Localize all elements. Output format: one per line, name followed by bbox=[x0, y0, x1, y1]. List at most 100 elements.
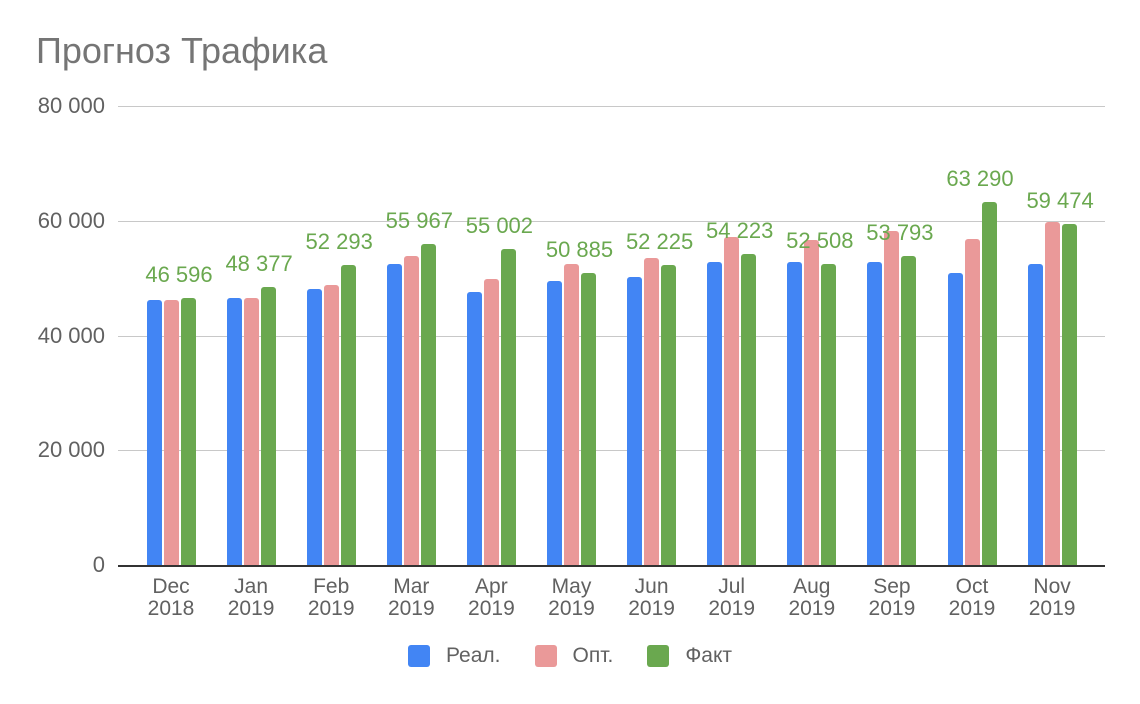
x-tick-month: May bbox=[551, 575, 592, 598]
x-tick-month: Jul bbox=[718, 575, 746, 598]
bar-opt[interactable] bbox=[884, 231, 900, 565]
bar-fact[interactable] bbox=[661, 265, 677, 565]
bar-fact[interactable] bbox=[981, 201, 997, 565]
x-axis-line bbox=[118, 565, 1105, 567]
bar-real[interactable] bbox=[947, 272, 963, 565]
bar-opt[interactable] bbox=[323, 285, 339, 565]
bar-real[interactable] bbox=[386, 263, 402, 565]
y-tick-label: 80 000 bbox=[37, 93, 105, 118]
legend-swatch-icon bbox=[647, 645, 670, 667]
legend-swatch-icon bbox=[534, 645, 557, 667]
chart-title: Прогноз Трафика bbox=[36, 30, 328, 71]
legend-label: Факт bbox=[685, 644, 733, 667]
data-label: 48 377 bbox=[225, 251, 293, 277]
gridline bbox=[118, 220, 1105, 222]
x-tick-label: Jun 2019 bbox=[628, 576, 675, 620]
x-tick-year: 2018 bbox=[147, 597, 195, 620]
bar-opt[interactable] bbox=[804, 240, 820, 565]
x-tick-label: Aug 2019 bbox=[788, 576, 835, 620]
x-tick-month: Apr bbox=[475, 575, 508, 598]
y-tick-label: 20 000 bbox=[37, 437, 105, 463]
bar-fact[interactable] bbox=[901, 256, 917, 565]
y-tick-label: 0 bbox=[92, 552, 105, 577]
x-tick-month: Nov bbox=[1033, 575, 1071, 598]
y-tick-label: 40 000 bbox=[37, 322, 105, 348]
x-tick-month: Oct bbox=[955, 575, 989, 598]
x-tick-label: Jul 2019 bbox=[708, 576, 755, 620]
x-tick-year: 2019 bbox=[708, 597, 756, 620]
bar-opt[interactable] bbox=[163, 299, 179, 565]
legend-label: Опт. bbox=[572, 644, 614, 667]
bar-opt[interactable] bbox=[644, 258, 660, 565]
x-tick-year: 2019 bbox=[1028, 597, 1076, 620]
x-tick-year: 2019 bbox=[227, 597, 275, 620]
data-label: 63 290 bbox=[946, 165, 1014, 191]
data-label: 53 793 bbox=[866, 220, 934, 246]
y-tick-label: 60 000 bbox=[37, 207, 105, 233]
bar-real[interactable] bbox=[466, 291, 482, 565]
bar-opt[interactable] bbox=[403, 255, 419, 565]
legend-item[interactable]: Опт. bbox=[534, 644, 614, 668]
bar-real[interactable] bbox=[547, 280, 562, 565]
x-tick-label: May 2019 bbox=[548, 576, 595, 620]
x-tick-year: 2019 bbox=[948, 597, 996, 620]
x-tick-month: Jan bbox=[234, 575, 269, 598]
bar-fact[interactable] bbox=[581, 273, 596, 565]
bar-fact[interactable] bbox=[180, 297, 196, 565]
bar-fact[interactable] bbox=[420, 243, 436, 565]
x-tick-label: Oct 2019 bbox=[949, 576, 996, 620]
x-tick-month: Aug bbox=[793, 575, 831, 598]
legend-item[interactable]: Реал. bbox=[407, 644, 501, 668]
x-tick-year: 2019 bbox=[468, 597, 515, 620]
data-label: 55 967 bbox=[385, 207, 453, 233]
legend-swatch-icon bbox=[407, 645, 430, 667]
x-tick-label: Jan 2019 bbox=[228, 576, 275, 620]
legend-item[interactable]: Факт bbox=[647, 644, 732, 668]
bar-real[interactable] bbox=[627, 276, 643, 565]
x-tick-label: Dec 2018 bbox=[148, 576, 195, 620]
x-tick-year: 2019 bbox=[868, 597, 916, 620]
x-tick-label: Sep 2019 bbox=[869, 576, 916, 620]
bar-real[interactable] bbox=[146, 299, 162, 565]
bar-real[interactable] bbox=[707, 262, 723, 565]
data-label: 52 293 bbox=[305, 228, 373, 254]
bar-opt[interactable] bbox=[1044, 221, 1060, 565]
x-tick-label: Feb 2019 bbox=[308, 576, 355, 620]
bar-opt[interactable] bbox=[483, 279, 499, 565]
data-label: 54 223 bbox=[706, 217, 774, 243]
x-tick-month: Jun bbox=[634, 575, 669, 598]
bar-opt[interactable] bbox=[964, 239, 980, 565]
x-tick-label: Apr 2019 bbox=[468, 576, 515, 620]
data-label: 46 596 bbox=[145, 261, 213, 287]
bar-real[interactable] bbox=[226, 298, 242, 565]
bar-real[interactable] bbox=[306, 289, 322, 565]
bar-fact[interactable] bbox=[741, 253, 757, 565]
x-tick-label: Nov 2019 bbox=[1029, 576, 1076, 620]
x-tick-year: 2019 bbox=[307, 597, 355, 620]
bar-real[interactable] bbox=[1027, 263, 1043, 565]
x-tick-year: 2019 bbox=[548, 597, 595, 620]
bar-fact[interactable] bbox=[500, 249, 516, 565]
bar-fact[interactable] bbox=[1061, 223, 1077, 565]
x-tick-month: Mar bbox=[393, 575, 430, 598]
legend: Реал. Опт. Факт bbox=[0, 644, 1140, 668]
bar-opt[interactable] bbox=[564, 263, 579, 565]
x-tick-year: 2019 bbox=[628, 597, 675, 620]
x-tick-month: Sep bbox=[873, 575, 911, 598]
bar-real[interactable] bbox=[867, 262, 883, 565]
bar-opt[interactable] bbox=[724, 236, 740, 565]
x-tick-month: Feb bbox=[313, 575, 350, 598]
data-label: 50 885 bbox=[545, 237, 614, 263]
legend-label: Реал. bbox=[445, 644, 501, 667]
bar-fact[interactable] bbox=[821, 263, 837, 565]
bar-real[interactable] bbox=[787, 262, 803, 565]
bar-fact[interactable] bbox=[260, 287, 276, 565]
bar-opt[interactable] bbox=[243, 298, 259, 565]
data-label: 52 225 bbox=[625, 229, 694, 255]
x-tick-month: Dec bbox=[152, 575, 190, 598]
gridline bbox=[118, 335, 1105, 337]
gridline bbox=[118, 450, 1105, 452]
bar-fact[interactable] bbox=[340, 264, 356, 565]
data-label: 52 508 bbox=[786, 227, 854, 253]
